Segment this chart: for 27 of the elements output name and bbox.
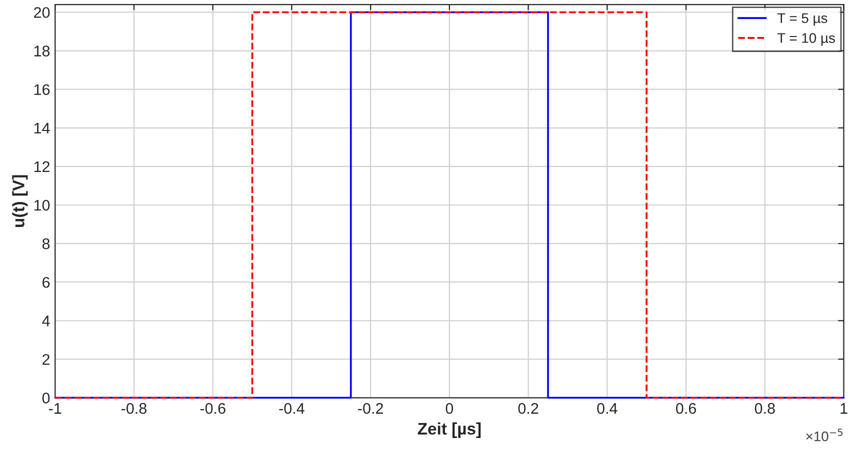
y-tick-label: 0 [42,392,50,404]
x-tick-label: -0.2 [358,403,383,414]
y-tick-label: 6 [42,276,50,288]
y-tick-label: 14 [34,122,50,134]
x-tick-label: -0.8 [122,403,146,414]
y-tick-label: 8 [42,238,50,250]
y-tick-label: 2 [42,354,50,365]
x-tick-label: 0.8 [754,403,775,414]
y-tick-label: 16 [34,84,50,96]
x-tick-label: -1 [49,403,62,414]
x-tick-label: 1 [840,403,848,414]
y-tick-label: 10 [34,200,50,211]
x-tick-label: 0.2 [518,403,538,414]
x-tick-label: -0.6 [200,403,226,414]
x-tick-label: 0.4 [597,403,618,414]
y-tick-label: 20 [34,7,50,18]
y-tick-label: 12 [34,161,50,172]
x-tick-label: -0.4 [279,403,304,414]
legend-label: T = 5 µs [777,13,828,26]
y-axis-title: u(t) [V] [12,175,28,227]
y-tick-label: 18 [34,46,50,56]
x-tick-label: 0.6 [676,403,696,414]
y-tick-label: 4 [42,316,50,326]
legend-label: T = 10 µs [777,33,835,46]
x-tick-label: 0 [446,403,454,414]
text: ×10$^{−5}$ [806,428,842,442]
x-axis-title: Zeit [µs] [418,422,481,438]
